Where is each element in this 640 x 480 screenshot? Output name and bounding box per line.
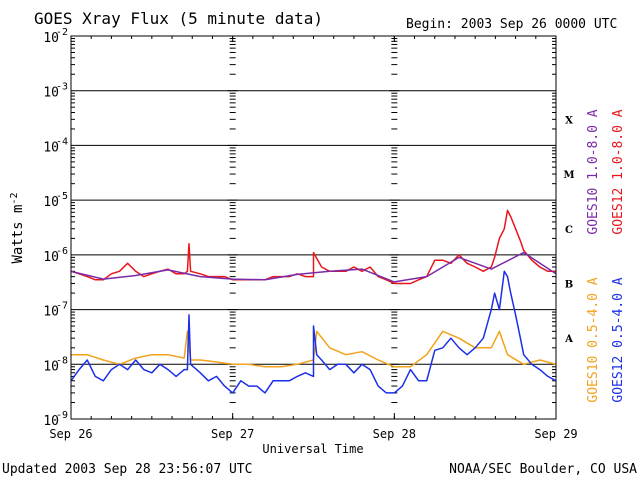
y-tick-base: 10	[43, 414, 59, 429]
y-tick-exp: -5	[56, 191, 68, 202]
plot-frame	[70, 35, 557, 420]
x-tick-label: Sep 28	[373, 427, 416, 441]
y-tick-base: 10	[43, 31, 59, 46]
y-tick-exp: -9	[56, 410, 68, 421]
y-axis-label: Watts m-2	[9, 192, 26, 263]
series-line-goes12-0-5-4-0-a	[70, 270, 557, 394]
x-tick-label: Sep 27	[211, 427, 254, 441]
credit-label: NOAA/SEC Boulder, CO USA	[449, 462, 637, 477]
y-tick-base: 10	[43, 359, 59, 374]
y-axis-label-sup: -2	[9, 192, 20, 204]
y-tick-exp: -6	[56, 246, 68, 257]
legend: GOES10 1.0-8.0 A GOES10 0.5-4.0 A GOES12 1…	[586, 109, 626, 402]
y-tick-label: 10-5	[43, 191, 68, 210]
y-tick-base: 10	[43, 86, 59, 101]
x-axis-label: Universal Time	[262, 442, 363, 456]
y-tick-exp: -4	[56, 136, 68, 147]
y-tick-label: 10-2	[43, 27, 68, 46]
y-axis-label-main: Watts m	[10, 205, 26, 264]
flare-class-labels: A B C M X	[563, 115, 574, 345]
y-tick-label: 10-4	[43, 136, 68, 155]
y-tick-label: 10-3	[43, 82, 68, 101]
y-tick-exp: -3	[56, 82, 68, 93]
y-tick-exp: -8	[56, 355, 68, 366]
x-tick-labels: Sep 26 Sep 27 Sep 28 Sep 29	[49, 427, 577, 441]
legend-entry: GOES10 1.0-8.0 A	[586, 109, 601, 234]
y-tick-exp: -2	[56, 27, 68, 38]
series-line-goes10-1-0-8-0-a	[70, 251, 557, 283]
y-tick-label: 10-6	[43, 246, 68, 265]
flare-class-label: X	[565, 115, 573, 126]
x-tick-label: Sep 26	[49, 427, 92, 441]
data-series	[70, 209, 557, 394]
y-tick-base: 10	[43, 305, 59, 320]
legend-entry: GOES12 0.5-4.0 A	[611, 277, 626, 402]
y-tick-label: 10-7	[43, 301, 68, 320]
plot-grid	[71, 90, 556, 365]
legend-entry: GOES12 1.0-8.0 A	[611, 109, 626, 234]
legend-entry: GOES10 0.5-4.0 A	[586, 277, 601, 402]
y-tick-base: 10	[43, 250, 59, 265]
y-tick-labels: 10-910-810-710-610-510-410-310-2	[43, 27, 68, 429]
flare-class-label: C	[565, 225, 573, 236]
updated-label: Updated 2003 Sep 28 23:56:07 UTC	[2, 462, 252, 477]
chart-title: GOES Xray Flux (5 minute data)	[34, 9, 323, 28]
y-tick-label: 10-9	[43, 410, 68, 429]
flare-class-label: A	[564, 334, 573, 345]
y-tick-exp: -7	[56, 301, 68, 312]
flare-class-label: M	[563, 170, 574, 181]
x-tick-label: Sep 29	[534, 427, 577, 441]
y-tick-base: 10	[43, 195, 59, 210]
y-tick-label: 10-8	[43, 355, 68, 374]
y-tick-base: 10	[43, 140, 59, 155]
begin-label: Begin: 2003 Sep 26 0000 UTC	[406, 17, 617, 32]
flare-class-label: B	[565, 279, 573, 290]
